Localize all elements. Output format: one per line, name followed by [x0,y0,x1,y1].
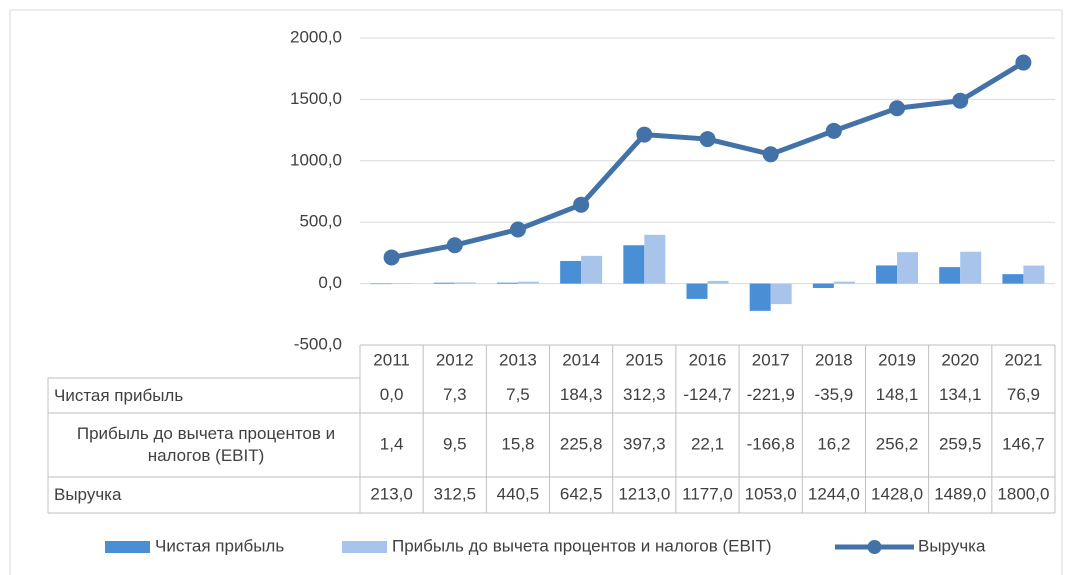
legend-swatch [342,541,387,553]
table-cell: 1177,0 [682,484,733,503]
bar [897,252,919,284]
y-tick-label: 500,0 [299,212,342,231]
bar [391,283,413,284]
table-cell: 1428,0 [871,484,923,503]
legend-marker [867,540,882,554]
table-cell: 16,2 [817,434,850,453]
x-tick-label: 2012 [436,350,474,369]
x-tick-label: 2016 [689,350,727,369]
table-cell: 225,8 [560,434,603,453]
legend-swatch [105,541,150,553]
legend-label: Чистая прибыль [155,536,284,555]
x-tick-label: 2017 [752,350,790,369]
row-label-text: Чистая прибыль [54,385,184,405]
table-cell: 184,3 [560,385,603,404]
bar [876,265,898,284]
table-row-label: Выручка [54,485,122,504]
bar [939,267,961,284]
table-cell: 1800,0 [997,484,1049,503]
table-cell: 76,9 [1007,385,1040,404]
table-cell: 134,1 [939,385,982,404]
marker [1015,54,1032,71]
table-cell: 642,5 [560,484,603,503]
bar [370,283,392,285]
bar [1023,265,1045,284]
table-row-label: Прибыль до вычета процентов и налогов (E… [76,424,336,465]
table-cell: 440,5 [497,484,540,503]
chart-frame [9,9,1063,575]
table-cell: 7,5 [506,385,530,404]
table-cell: 312,5 [433,484,476,503]
row-label-text: Выручка [54,485,122,504]
bar [496,282,518,284]
marker [699,131,716,148]
table-cell: -35,9 [814,385,853,404]
table-cell: 0,0 [380,385,404,404]
y-tick-label: 0,0 [318,273,342,292]
marker [573,196,590,213]
table-cell: -124,7 [683,385,731,404]
bar [707,280,729,284]
table-cell: 1489,0 [934,484,986,503]
marker [889,100,906,117]
marker [383,249,400,266]
bar [1002,274,1024,284]
bar [433,282,455,284]
marker [952,92,969,109]
bar [770,283,792,305]
y-tick-label: 1500,0 [290,89,342,108]
marker [446,237,463,254]
bar [644,234,666,284]
table-cell: 1213,0 [618,484,670,503]
table-cell: 7,3 [443,385,467,404]
x-tick-label: 2021 [1004,350,1042,369]
bar [686,283,708,299]
bar [623,245,645,284]
bar [454,282,476,284]
x-tick-label: 2011 [373,350,410,369]
table-cell: 1053,0 [745,484,797,503]
bar [581,255,603,284]
marker [825,122,842,139]
bar [560,260,582,284]
table-cell: -166,8 [747,434,795,453]
table-cell: 148,1 [876,385,919,404]
table-cell: 1,4 [380,434,404,453]
table-cell: 9,5 [443,434,467,453]
bar [833,281,855,284]
legend-label: Прибыль до вычета процентов и налогов (E… [392,536,772,555]
bar [960,251,982,284]
table-cell: 256,2 [876,434,919,453]
x-tick-label: 2019 [878,350,916,369]
table-cell: -221,9 [747,385,795,404]
x-tick-label: 2018 [815,350,853,369]
table-cell: 146,7 [1002,434,1045,453]
x-tick-label: 2014 [562,350,600,369]
table-cell: 1244,0 [808,484,860,503]
table-cell: 312,3 [623,385,666,404]
row-label-text: Прибыль до вычета процентов и налогов (E… [76,424,336,465]
marker [762,146,779,163]
x-tick-label: 2020 [941,350,979,369]
bar [749,283,771,311]
table-cell: 397,3 [623,434,666,453]
x-tick-label: 2015 [625,350,663,369]
y-tick-label: 2000,0 [290,27,342,46]
marker [509,221,526,238]
table-cell: 22,1 [691,434,724,453]
table-cell: 15,8 [501,434,534,453]
marker [636,126,653,143]
table-cell: 259,5 [939,434,982,453]
y-tick-label: -500,0 [294,334,342,353]
legend-label: Выручка [918,536,986,555]
bar [517,281,539,284]
x-tick-label: 2013 [499,350,537,369]
bar [812,283,834,289]
y-tick-label: 1000,0 [290,150,342,169]
table-row-label: Чистая прибыль [54,385,184,405]
table-cell: 213,0 [370,484,413,503]
